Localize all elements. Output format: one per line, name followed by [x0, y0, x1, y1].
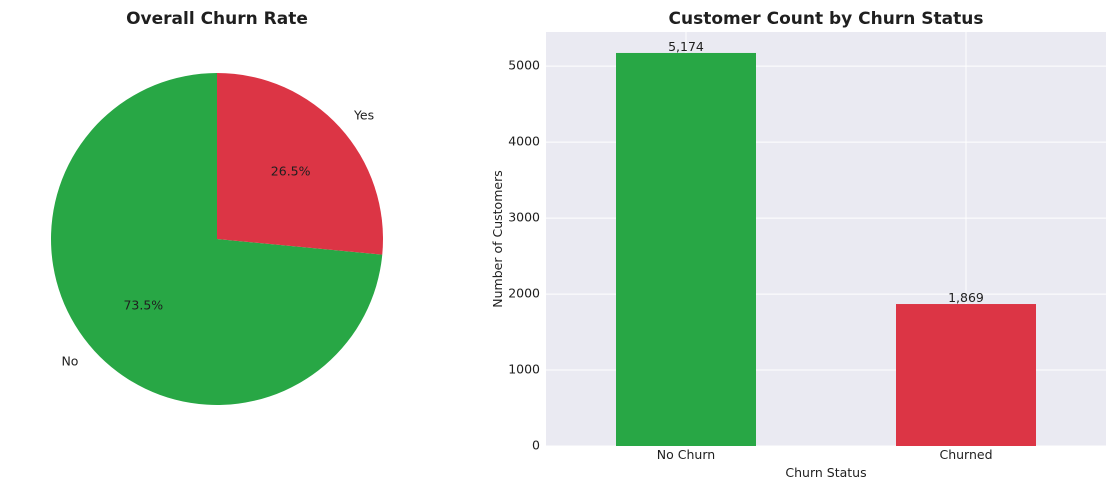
pie-category-label: Yes	[353, 108, 374, 123]
y-tick-label: 2000	[508, 286, 540, 301]
y-axis-label: Number of Customers	[490, 170, 505, 307]
pie-slice-yes	[217, 73, 383, 255]
y-tick-labels: 0 1000 2000 3000 4000 5000	[508, 58, 540, 453]
pie-pct-label: 26.5%	[271, 163, 311, 178]
pie-title: Overall Churn Rate	[126, 9, 308, 29]
pie-slice-no	[50, 73, 383, 405]
bar-title: Customer Count by Churn Status	[669, 9, 984, 29]
y-tick-label: 1000	[508, 362, 540, 377]
pie-category-label: No	[61, 353, 78, 368]
bar-value-label: 1,869	[948, 290, 984, 305]
x-tick-label: No Churn	[657, 447, 715, 462]
pie-slices	[50, 73, 383, 405]
bar-no-churn	[616, 52, 756, 446]
bar-churned	[896, 304, 1036, 446]
pie-pct-label: 73.5%	[123, 298, 163, 313]
bar-value-label: 5,174	[668, 39, 704, 54]
x-tick-label: Churned	[939, 447, 992, 462]
pie-chart: Overall Churn Rate 73.5% No 26.5% Yes	[50, 9, 383, 405]
x-axis-label: Churn Status	[785, 465, 866, 480]
y-tick-label: 0	[532, 438, 540, 453]
y-tick-label: 3000	[508, 210, 540, 225]
bars: 5,174 1,869	[616, 39, 1036, 446]
x-tick-labels: No Churn Churned	[657, 447, 993, 462]
bar-chart: Customer Count by Churn Status 5,174 1,86…	[490, 9, 1106, 480]
y-tick-label: 4000	[508, 134, 540, 149]
pie-labels: 73.5% No 26.5% Yes	[61, 108, 374, 369]
y-tick-label: 5000	[508, 58, 540, 73]
